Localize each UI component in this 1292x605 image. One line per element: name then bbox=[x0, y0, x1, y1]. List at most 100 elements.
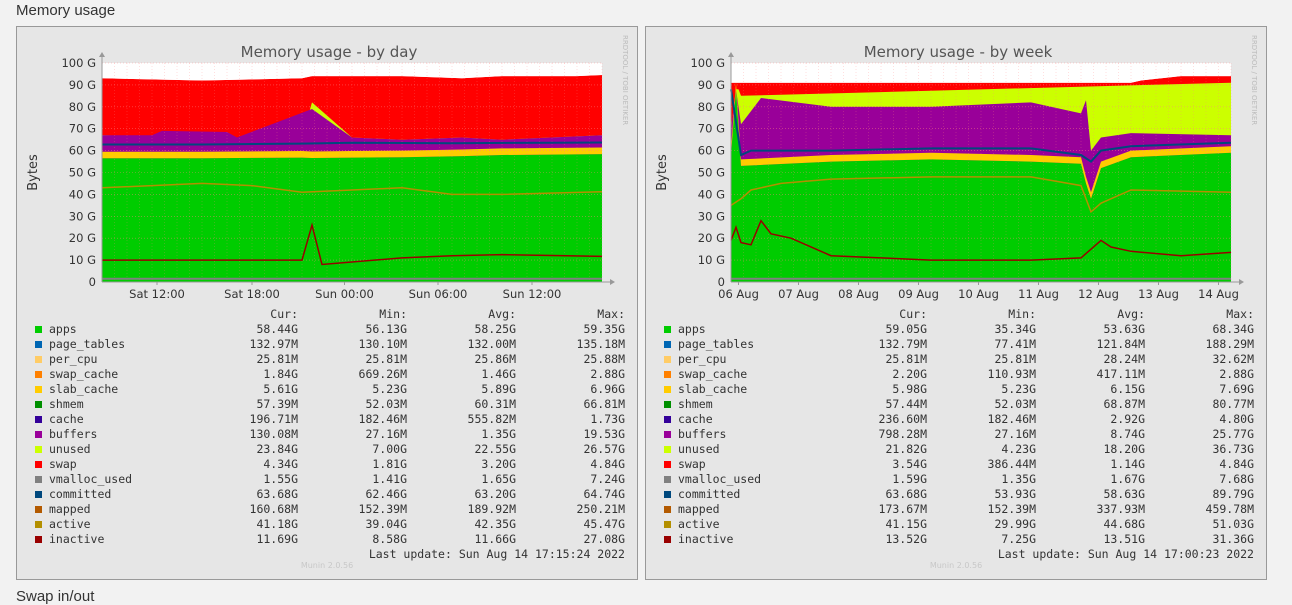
legend-value-max: 2.88G bbox=[590, 367, 625, 381]
legend-value-avg: 1.14G bbox=[1110, 457, 1145, 471]
legend-value-min: 130.10M bbox=[358, 337, 407, 351]
legend-swatch bbox=[664, 521, 671, 528]
legend-swatch bbox=[35, 326, 42, 333]
legend-value-max: 59.35G bbox=[583, 322, 625, 336]
y-tick-label: 30 G bbox=[69, 209, 96, 223]
legend-swatch bbox=[35, 506, 42, 513]
legend-value-cur: 58.44G bbox=[256, 322, 298, 336]
legend-value-max: 27.08G bbox=[583, 532, 625, 546]
legend-header: Cur: Min: Avg: Max: bbox=[664, 307, 1254, 322]
legend-value-max: 1.73G bbox=[590, 412, 625, 426]
y-tick-label: 100 G bbox=[690, 56, 725, 70]
legend-swatch bbox=[35, 476, 42, 483]
legend-series-name: buffers bbox=[678, 427, 727, 441]
legend-row-cache: cache 196.71M 182.46M 555.82M 1.73G bbox=[35, 412, 625, 427]
area-apps bbox=[731, 89, 1231, 282]
legend-value-cur: 63.68G bbox=[256, 487, 298, 501]
y-tick-label: 40 G bbox=[698, 187, 725, 201]
legend-value-max: 25.88M bbox=[583, 352, 625, 366]
legend-value-cur: 5.98G bbox=[892, 382, 927, 396]
legend-series-name: unused bbox=[678, 442, 720, 456]
legend-value-min: 1.81G bbox=[372, 457, 407, 471]
legend-value-min: 5.23G bbox=[372, 382, 407, 396]
legend-value-avg: 1.35G bbox=[481, 427, 516, 441]
legend-value-avg: 13.51G bbox=[1103, 532, 1145, 546]
y-tick-label: 10 G bbox=[69, 253, 96, 267]
graph-panel-day[interactable]: Memory usage - by day RRDTOOL / TOBI OETI… bbox=[16, 26, 638, 580]
legend-value-cur: 4.34G bbox=[263, 457, 298, 471]
line-committed bbox=[102, 141, 603, 146]
legend-series-name: committed bbox=[49, 487, 112, 501]
legend-header-cur: Cur: bbox=[899, 307, 927, 321]
legend-value-avg: 8.74G bbox=[1110, 427, 1145, 441]
legend-table-day: Cur: Min: Avg: Max: apps 58.44G 56.13G 58.25G 59… bbox=[35, 307, 625, 562]
legend-swatch bbox=[664, 476, 671, 483]
legend-series-name: slab_cache bbox=[678, 382, 748, 396]
legend-series-name: swap_cache bbox=[49, 367, 119, 381]
legend-header-cur: Cur: bbox=[270, 307, 298, 321]
legend-value-min: 7.25G bbox=[1001, 532, 1036, 546]
legend-value-max: 51.03G bbox=[1212, 517, 1254, 531]
legend-series-name: swap bbox=[678, 457, 706, 471]
legend-value-avg: 1.65G bbox=[481, 472, 516, 486]
legend-swatch bbox=[35, 401, 42, 408]
legend-value-cur: 57.44M bbox=[885, 397, 927, 411]
legend-header-max: Max: bbox=[597, 307, 625, 321]
legend-series-name: inactive bbox=[49, 532, 105, 546]
x-tick-label: 07 Aug bbox=[778, 287, 819, 301]
legend-series-name: buffers bbox=[49, 427, 98, 441]
legend-swatch bbox=[664, 416, 671, 423]
legend-row-slab_cache: slab_cache 5.61G 5.23G 5.89G 6.96G bbox=[35, 382, 625, 397]
legend-value-avg: 2.92G bbox=[1110, 412, 1145, 426]
legend-series-name: cache bbox=[49, 412, 84, 426]
legend-value-avg: 337.93M bbox=[1096, 502, 1145, 516]
y-tick-label: 20 G bbox=[698, 231, 725, 245]
legend-value-min: 77.41M bbox=[994, 337, 1036, 351]
legend-value-max: 68.34G bbox=[1212, 322, 1254, 336]
legend-value-min: 4.23G bbox=[1001, 442, 1036, 456]
legend-value-cur: 41.18G bbox=[256, 517, 298, 531]
legend-series-name: shmem bbox=[49, 397, 84, 411]
legend-value-min: 1.35G bbox=[1001, 472, 1036, 486]
x-axis-arrow bbox=[610, 279, 615, 285]
graph-panel-week[interactable]: Memory usage - by week RRDTOOL / TOBI OET… bbox=[645, 26, 1267, 580]
legend-header-avg: Avg: bbox=[1117, 307, 1145, 321]
legend-value-cur: 798.28M bbox=[878, 427, 927, 441]
legend-value-avg: 58.25G bbox=[474, 322, 516, 336]
legend-value-max: 7.24G bbox=[590, 472, 625, 486]
last-update-text: Last update: Sun Aug 14 17:15:24 2022 bbox=[368, 547, 625, 561]
x-tick-label: 06 Aug bbox=[718, 287, 759, 301]
legend-series-name: per_cpu bbox=[49, 352, 98, 366]
y-tick-label: 50 G bbox=[69, 166, 96, 180]
x-tick-label: Sat 18:00 bbox=[224, 287, 280, 301]
chart-title: Memory usage - by week bbox=[864, 43, 1053, 61]
legend-value-max: 89.79G bbox=[1212, 487, 1254, 501]
line-committed bbox=[730, 89, 1232, 163]
legend-value-max: 66.81M bbox=[583, 397, 625, 411]
legend-value-max: 135.18M bbox=[576, 337, 625, 351]
x-tick-label: 14 Aug bbox=[1198, 287, 1239, 301]
legend-value-cur: 59.05G bbox=[885, 322, 927, 336]
legend-value-cur: 1.59G bbox=[892, 472, 927, 486]
line-active bbox=[730, 176, 1232, 214]
y-axis-arrow bbox=[728, 52, 734, 57]
area-free-space bbox=[102, 63, 602, 81]
area-apps bbox=[102, 154, 602, 282]
memory-chart-day: Memory usage - by day RRDTOOL / TOBI OETI… bbox=[26, 35, 629, 301]
legend-value-max: 250.21M bbox=[576, 502, 625, 516]
legend-row-mapped: mapped 160.68M 152.39M 189.92M 250.21M bbox=[35, 502, 625, 517]
legend-row-unused: unused 23.84G 7.00G 22.55G 26.57G bbox=[35, 442, 625, 457]
legend-row-per_cpu: per_cpu 25.81M 25.81M 28.24M 32.62M bbox=[664, 352, 1254, 367]
legend-swatch bbox=[664, 491, 671, 498]
legend-series-name: slab_cache bbox=[49, 382, 119, 396]
legend-row-swap_cache: swap_cache 2.20G 110.93M 417.11M 2.88G bbox=[664, 367, 1254, 382]
legend-series-name: shmem bbox=[678, 397, 713, 411]
legend-value-cur: 132.97M bbox=[249, 337, 298, 351]
legend-row-swap_cache: swap_cache 1.84G 669.26M 1.46G 2.88G bbox=[35, 367, 625, 382]
legend-value-avg: 42.35G bbox=[474, 517, 516, 531]
legend-value-avg: 11.66G bbox=[474, 532, 516, 546]
legend-value-avg: 25.86M bbox=[474, 352, 516, 366]
legend-value-avg: 18.20G bbox=[1103, 442, 1145, 456]
legend-swatch bbox=[664, 506, 671, 513]
legend-swatch bbox=[664, 461, 671, 468]
